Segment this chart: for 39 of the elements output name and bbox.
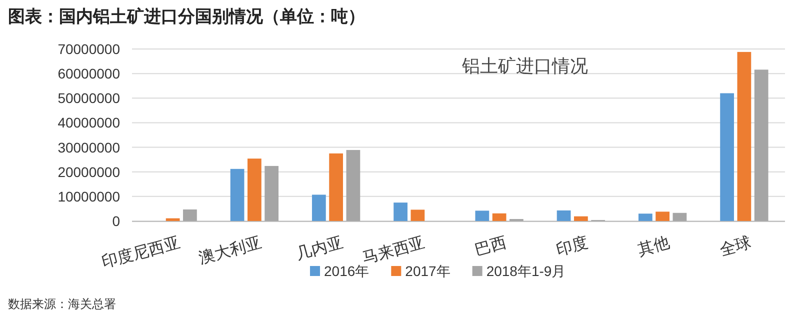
y-tick-label: 60000000 [58, 66, 120, 82]
y-tick-label: 0 [112, 213, 120, 229]
x-tick-label: 巴西 [473, 234, 508, 260]
bar [312, 194, 326, 221]
y-tick-label: 20000000 [58, 164, 120, 180]
chart-title: 图表：国内铝土矿进口分国别情况（单位：吨） [8, 7, 365, 26]
x-tick-label: 其他 [636, 233, 672, 260]
bar [737, 52, 752, 221]
source-note: 数据来源：海关总署 [8, 297, 116, 311]
bar [394, 202, 408, 221]
y-tick-label: 50000000 [58, 90, 120, 106]
bar [656, 212, 670, 221]
y-tick-label: 40000000 [58, 114, 120, 131]
bar [264, 166, 279, 221]
y-tick-label: 70000000 [58, 41, 120, 57]
y-tick-label: 30000000 [58, 139, 120, 156]
bar [410, 210, 425, 221]
bar [638, 214, 652, 221]
bar [754, 70, 768, 221]
bar [248, 158, 262, 221]
x-tick-label: 澳大利亚 [196, 233, 264, 268]
x-tick-label: 印度尼西亚 [100, 233, 182, 272]
chart-subtitle: 铝土矿进口情况 [461, 56, 588, 76]
bar [475, 210, 490, 221]
bar [230, 168, 244, 221]
bar [574, 216, 588, 221]
bar [346, 150, 360, 221]
bar [166, 218, 180, 221]
bar [556, 210, 571, 221]
x-tick-label: 全球 [718, 233, 754, 260]
bar [672, 212, 687, 221]
bar [329, 153, 343, 221]
bar [492, 213, 506, 221]
bar [183, 209, 197, 221]
x-tick-label: 几内亚 [294, 233, 346, 264]
x-tick-label: 印度 [554, 233, 590, 260]
bar [720, 93, 734, 221]
legend-label: 2018年1-9月 [486, 263, 566, 279]
y-tick-label: 10000000 [58, 188, 120, 204]
